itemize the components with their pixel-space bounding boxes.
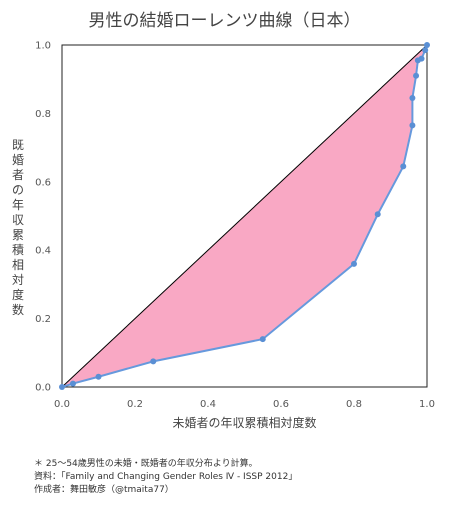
y-tick-label: 0.8 — [35, 109, 51, 120]
data-point — [259, 336, 266, 343]
data-point — [422, 47, 429, 54]
x-tick-label: 0.4 — [200, 399, 216, 410]
data-point — [413, 72, 420, 79]
data-point — [150, 358, 157, 365]
note-line: ＊ 25〜54歳男性の未婚・既婚者の年収分布より計算。 — [34, 459, 258, 469]
chart-title: 男性の結婚ローレンツ曲線（日本） — [88, 11, 361, 31]
y-tick-label: 1.0 — [35, 41, 51, 52]
y-tick-label: 0.6 — [35, 177, 51, 188]
x-tick-label: 0.6 — [273, 399, 289, 410]
y-tick-label: 0.2 — [35, 314, 51, 325]
x-axis-label: 未婚者の年収累積相対度数 — [172, 415, 316, 430]
equality-line — [61, 44, 428, 388]
x-tick-label: 0.8 — [346, 399, 362, 410]
x-tick-label: 1.0 — [419, 399, 435, 410]
x-tick-label: 0.2 — [127, 399, 143, 410]
chart-notes: ＊ 25〜54歳男性の未婚・既婚者の年収分布より計算。 資料：「Family a… — [34, 458, 297, 497]
data-point — [95, 373, 102, 380]
note-line: 作成者：舞田敏彦（@tmaita77） — [34, 485, 174, 495]
data-point — [409, 122, 416, 129]
data-point — [351, 260, 357, 267]
data-point — [424, 42, 430, 48]
note-line: 資料：「Family and Changing Gender Roles Ⅳ -… — [34, 472, 298, 482]
y-tick-label: 0.0 — [35, 383, 51, 394]
data-point — [400, 163, 407, 170]
data-point — [418, 55, 425, 62]
data-point — [409, 95, 416, 102]
data-point — [69, 380, 76, 387]
x-tick-label: 0.0 — [54, 399, 70, 410]
data-point — [374, 211, 381, 218]
data-point — [59, 384, 65, 390]
y-tick-label: 0.4 — [35, 246, 51, 257]
y-axis-label: 既婚者の年収累積相対度数 — [11, 138, 24, 317]
